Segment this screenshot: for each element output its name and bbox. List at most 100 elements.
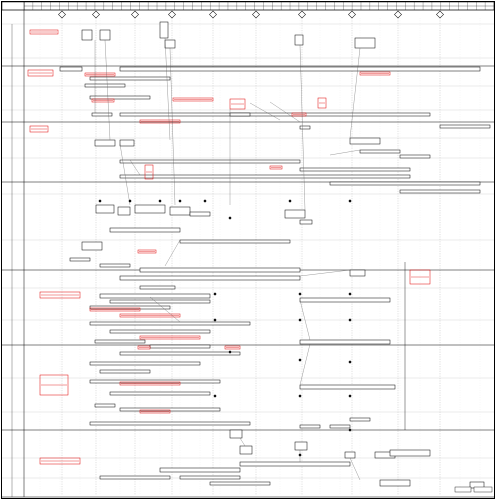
task-box [119, 112, 431, 117]
task-box [179, 475, 241, 480]
highlight-box [119, 313, 181, 318]
milestone-marker [213, 318, 217, 322]
task-box [299, 167, 411, 172]
task-box [189, 211, 211, 217]
task-box [139, 285, 176, 290]
milestone-marker [348, 428, 352, 432]
highlight-box [137, 345, 151, 350]
highlight-box [29, 29, 59, 35]
highlight-box [291, 112, 307, 117]
task-box [109, 227, 181, 233]
highlight-box [119, 381, 181, 386]
highlight-box [269, 165, 283, 170]
milestone-diamond [394, 10, 402, 19]
highlight-box [89, 307, 141, 312]
task-box [379, 479, 411, 487]
task-box [119, 159, 301, 164]
task-box [89, 361, 201, 366]
task-box [89, 95, 151, 100]
milestone-marker [298, 394, 302, 398]
task-box [94, 139, 116, 147]
milestone-marker [213, 394, 217, 398]
milestone-marker [298, 292, 302, 296]
dependency-line [239, 437, 246, 447]
highlight-box [39, 291, 81, 299]
task-box [179, 239, 291, 244]
task-box [89, 379, 221, 384]
highlight-box [39, 457, 81, 465]
milestone-marker [288, 199, 292, 203]
dependency-line [249, 102, 281, 121]
milestone-diamond [131, 10, 139, 19]
milestone-marker [228, 216, 232, 220]
task-box [294, 34, 304, 46]
dependency-line [269, 101, 301, 123]
task-box [99, 475, 171, 480]
dependency-line [349, 47, 361, 139]
task-box [329, 424, 351, 429]
task-box [119, 351, 241, 356]
task-box [239, 461, 351, 467]
task-box [299, 219, 313, 225]
task-box [99, 293, 211, 299]
task-box [159, 467, 241, 473]
milestone-diamond [436, 10, 444, 19]
legend-item [473, 486, 493, 493]
task-box [359, 149, 401, 154]
task-box [299, 384, 396, 390]
milestone-marker [348, 199, 352, 203]
legend-item [454, 486, 472, 493]
task-box [344, 451, 356, 459]
task-box [99, 29, 111, 41]
highlight-box [91, 98, 115, 103]
dependency-line [104, 39, 111, 141]
milestone-diamond [92, 10, 100, 19]
task-box [299, 339, 391, 345]
highlight-box [139, 335, 201, 340]
dependency-line [149, 296, 181, 323]
milestone-diamond [252, 10, 260, 19]
task-box [109, 391, 211, 396]
task-box [119, 275, 301, 281]
dependency-line [299, 44, 306, 211]
task-box [329, 181, 481, 186]
task-box [119, 66, 481, 72]
milestone-diamond [298, 10, 306, 19]
highlight-box [27, 69, 54, 77]
dependency-line [299, 269, 351, 277]
milestone-marker [298, 358, 302, 362]
task-box [99, 263, 131, 268]
highlight-box [229, 98, 246, 110]
highlight-box [139, 409, 171, 414]
task-box [94, 403, 116, 408]
highlight-box [29, 125, 49, 133]
task-box [299, 125, 311, 130]
task-box [169, 206, 191, 216]
milestone-diamond [58, 10, 66, 19]
task-box [149, 344, 211, 349]
highlight-box [409, 269, 431, 285]
highlight-box [172, 97, 214, 102]
milestone-marker [348, 394, 352, 398]
milestone-marker [158, 199, 162, 203]
task-box [239, 445, 253, 455]
milestone-diamond [348, 10, 356, 19]
task-box [89, 305, 171, 310]
task-box [69, 257, 91, 262]
task-box [229, 112, 251, 117]
task-box [139, 267, 301, 273]
task-box [389, 449, 431, 457]
task-box [89, 321, 251, 326]
task-box [349, 137, 381, 145]
dependency-line [349, 457, 361, 481]
task-box [59, 66, 83, 72]
task-box [299, 424, 321, 429]
task-box [109, 329, 211, 334]
highlight-box [39, 374, 69, 396]
task-box [89, 76, 171, 81]
milestone-marker [128, 199, 132, 203]
milestone-marker [213, 292, 217, 296]
dependency-line [329, 149, 361, 156]
